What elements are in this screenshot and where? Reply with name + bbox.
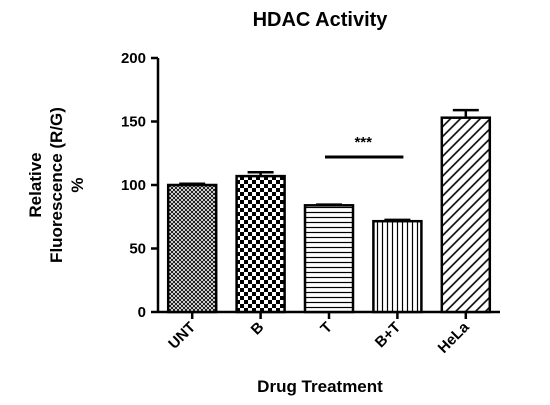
bars bbox=[166, 116, 492, 314]
x-axis-title: Drug Treatment bbox=[257, 377, 383, 396]
y-axis-title-line-2: Fluorescence (R/G) bbox=[47, 107, 66, 263]
bar-b bbox=[235, 174, 286, 314]
error-bars bbox=[179, 108, 479, 222]
y-tick-label: 150 bbox=[121, 114, 146, 131]
y-axis-title-line-1: Relative bbox=[26, 152, 45, 217]
y-axis-title-line-3: % bbox=[68, 177, 87, 192]
chart-title: HDAC Activity bbox=[253, 9, 389, 31]
y-tick-label: 0 bbox=[138, 304, 146, 321]
x-tick-label: HeLa bbox=[435, 318, 473, 356]
bar-b-t bbox=[372, 219, 423, 314]
significance-label: *** bbox=[354, 134, 372, 151]
y-axis-title: Relative Fluorescence (R/G) % bbox=[26, 107, 87, 263]
bar-hela bbox=[440, 116, 492, 314]
x-tick-label: T bbox=[317, 319, 336, 338]
x-tick-label: UNT bbox=[165, 319, 199, 353]
bar-unt bbox=[166, 183, 218, 314]
x-tick-label: B+T bbox=[372, 319, 404, 351]
y-tick-label: 50 bbox=[129, 241, 146, 258]
x-axis: UNT B T B+T HeLa bbox=[158, 310, 500, 357]
bar-t bbox=[303, 204, 355, 314]
y-tick-label: 200 bbox=[121, 50, 146, 67]
y-axis: 0 50 100 150 200 bbox=[121, 50, 160, 321]
significance-annotation: *** bbox=[325, 134, 404, 159]
y-tick-label: 100 bbox=[121, 177, 146, 194]
x-tick-label: B bbox=[248, 319, 268, 339]
